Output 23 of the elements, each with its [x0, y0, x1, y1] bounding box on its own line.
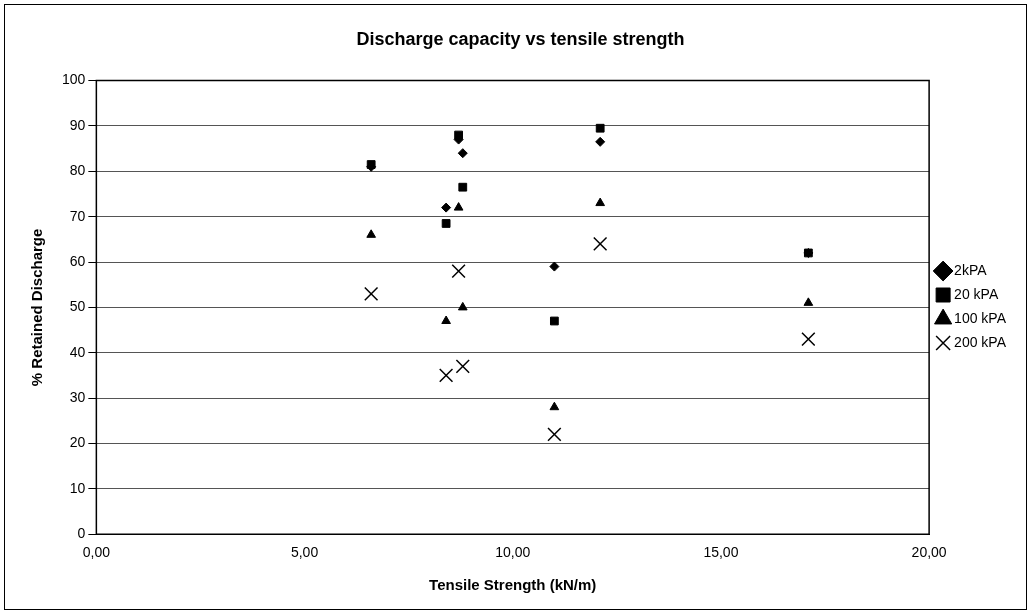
y-tick-label: 70: [69, 207, 86, 224]
y-tick-label: 30: [69, 388, 86, 405]
legend-label: 200 kPA: [954, 333, 1007, 350]
y-tick-label: 0: [77, 525, 86, 542]
legend-label: 100 kPA: [954, 309, 1007, 326]
y-tick-label: 10: [69, 479, 86, 496]
y-tick-label: 80: [69, 162, 86, 179]
y-tick-label: 40: [69, 343, 86, 360]
x-axis-title: Tensile Strength (kN/m): [429, 576, 597, 594]
y-tick-label: 60: [69, 252, 86, 269]
chart-title: Discharge capacity vs tensile strength: [356, 28, 685, 49]
x-tick-label: 5,00: [290, 544, 319, 561]
y-axis-title: % Retained Discharge: [28, 228, 46, 387]
x-tick-label: 0,00: [82, 544, 111, 561]
y-tick-label: 50: [69, 298, 86, 315]
x-tick-label: 10,00: [495, 544, 531, 561]
legend-label: 2kPA: [954, 261, 988, 278]
y-tick-label: 20: [69, 434, 86, 451]
y-tick-label: 90: [69, 116, 86, 133]
x-tick-label: 15,00: [703, 544, 739, 561]
legend-label: 20 kPA: [954, 285, 999, 302]
y-tick-label: 100: [62, 71, 86, 88]
x-tick-label: 20,00: [911, 544, 947, 561]
